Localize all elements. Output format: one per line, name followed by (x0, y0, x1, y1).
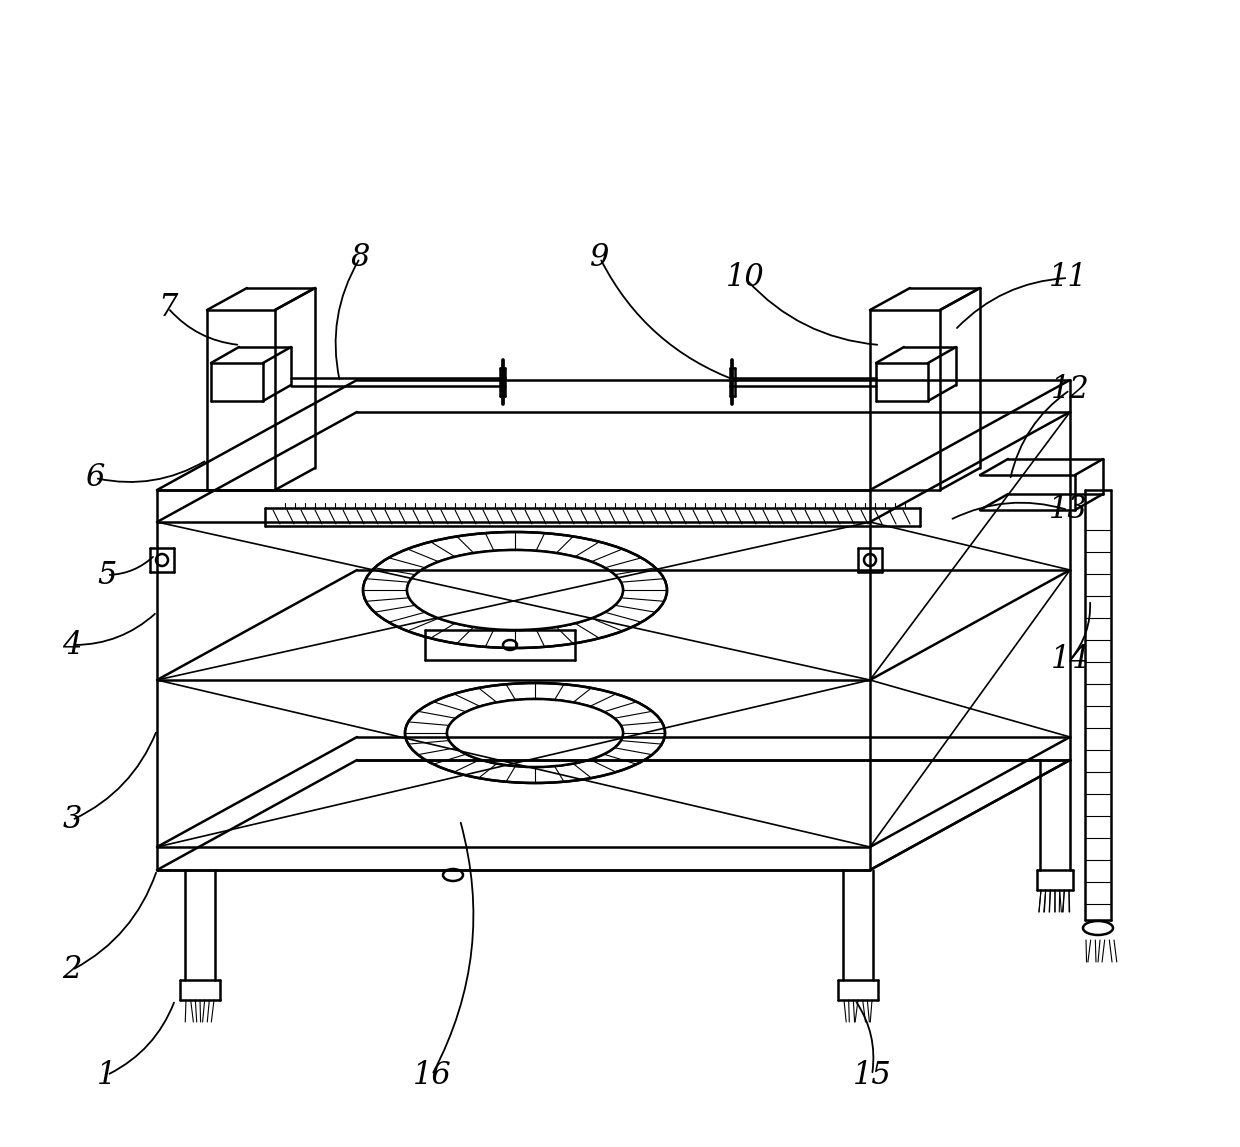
Text: 2: 2 (62, 954, 82, 985)
Text: 11: 11 (1049, 263, 1087, 294)
Ellipse shape (446, 699, 622, 767)
Ellipse shape (407, 551, 622, 630)
Text: 7: 7 (159, 292, 177, 323)
Text: 13: 13 (1049, 494, 1087, 525)
Ellipse shape (1083, 921, 1114, 935)
Text: 1: 1 (97, 1060, 117, 1091)
Ellipse shape (443, 869, 463, 881)
Text: 12: 12 (1050, 375, 1090, 406)
Text: 4: 4 (62, 630, 82, 661)
Text: 8: 8 (351, 242, 370, 273)
Text: 3: 3 (62, 804, 82, 835)
Text: 9: 9 (590, 242, 610, 273)
Ellipse shape (446, 699, 622, 767)
Text: 14: 14 (1050, 645, 1090, 676)
Ellipse shape (407, 551, 622, 630)
Text: 5: 5 (97, 560, 117, 591)
Text: 15: 15 (853, 1060, 892, 1091)
Text: 16: 16 (413, 1060, 451, 1091)
Text: 10: 10 (725, 263, 764, 294)
Text: 6: 6 (86, 462, 104, 493)
